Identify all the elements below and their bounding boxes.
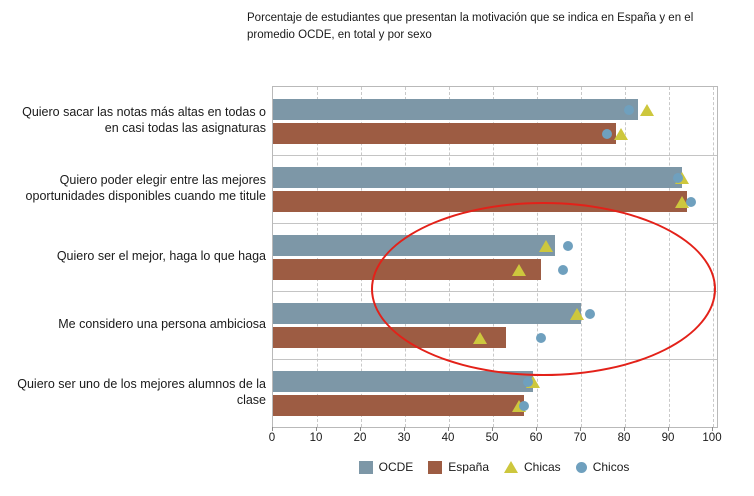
chicas-marker: [640, 103, 654, 116]
x-tick-label: 20: [353, 432, 367, 444]
chicos-marker: [558, 264, 569, 275]
x-tick-mark: [492, 427, 493, 431]
x-tick-mark: [668, 427, 669, 431]
chicos-marker: [562, 240, 573, 251]
chicas-marker: [569, 307, 584, 320]
x-tick-label: 40: [441, 432, 455, 444]
category-separator: [273, 155, 717, 156]
chicos-marker: [536, 332, 547, 343]
chicos-marker: [518, 400, 529, 411]
espana-swatch-icon: [428, 460, 443, 474]
chicos-marker: [602, 128, 613, 139]
chicas-marker: [613, 127, 628, 140]
bar-ocde: [273, 235, 555, 256]
legend-item-chicos: Chicos: [575, 460, 630, 474]
category-separator: [273, 291, 717, 292]
bar-espana: [273, 327, 507, 348]
gridline: [361, 87, 362, 427]
category-label: Me considero una persona ambiciosa: [58, 316, 266, 331]
bar-espana: [273, 123, 617, 144]
legend-label: España: [448, 460, 489, 474]
x-tick-label: 50: [485, 432, 499, 444]
gridline: [537, 87, 538, 427]
chicos-marker: [523, 376, 534, 387]
chicos-marker: [584, 308, 595, 319]
legend-item-espana: España: [428, 460, 489, 474]
chicos-marker: [624, 104, 635, 115]
gridline: [317, 87, 318, 427]
x-tick-mark: [272, 427, 273, 431]
gridline: [713, 87, 714, 427]
chicas-marker: [472, 331, 487, 344]
category-separator: [273, 359, 717, 360]
x-tick-mark: [316, 427, 317, 431]
legend-label: Chicas: [524, 460, 561, 474]
category-separator: [273, 223, 717, 224]
legend-item-chicas: Chicas: [504, 460, 561, 474]
legend: OCDE España Chicas Chicos: [272, 456, 716, 478]
chicas-marker: [675, 195, 690, 208]
x-tick-label: 10: [309, 432, 323, 444]
x-tick-label: 90: [661, 432, 675, 444]
category-label: Quiero poder elegir entre las mejores op…: [25, 172, 266, 203]
bar-espana: [273, 395, 524, 416]
gridline: [625, 87, 626, 427]
x-tick-mark: [360, 427, 361, 431]
chart-title: Porcentaje de estudiantes que presentan …: [247, 12, 694, 41]
gridline: [669, 87, 670, 427]
x-tick-label: 100: [702, 432, 722, 444]
bar-ocde: [273, 371, 533, 392]
x-tick-mark: [404, 427, 405, 431]
bar-ocde: [273, 167, 683, 188]
x-tick-label: 80: [617, 432, 631, 444]
x-tick-label: 30: [397, 432, 411, 444]
gridline: [449, 87, 450, 427]
category-label: Quiero ser el mejor, haga lo que haga: [56, 248, 266, 263]
x-tick-label: 70: [573, 432, 587, 444]
x-tick-mark: [448, 427, 449, 431]
x-tick-mark: [536, 427, 537, 431]
bar-espana: [273, 191, 687, 212]
category-label: Quiero sacar las notas más altas en toda…: [22, 104, 266, 135]
x-tick-label: 60: [529, 432, 543, 444]
legend-label: OCDE: [378, 460, 414, 474]
chicos-swatch-icon: [575, 461, 587, 473]
x-tick-mark: [580, 427, 581, 431]
x-tick-mark: [624, 427, 625, 431]
bar-ocde: [273, 99, 639, 120]
x-axis: 0 10 20 30 40 50 60 70 80 90 100: [268, 427, 722, 447]
chicos-marker: [686, 196, 696, 207]
bar-ocde: [273, 303, 581, 324]
x-tick-label: 0: [268, 432, 276, 444]
gridline: [493, 87, 494, 427]
gridline: [581, 87, 582, 427]
gridline: [405, 87, 406, 427]
chicas-swatch-icon: [504, 461, 518, 473]
plot-area: [272, 86, 718, 428]
x-tick-mark: [712, 427, 713, 431]
ocde-swatch-icon: [358, 460, 373, 474]
bar-espana: [273, 259, 542, 280]
legend-item-ocde: OCDE: [358, 460, 414, 474]
legend-label: Chicos: [592, 460, 630, 474]
chicas-marker: [538, 239, 553, 252]
category-labels: Quiero sacar las notas más altas en toda…: [10, 86, 266, 426]
chicos-marker: [672, 172, 683, 183]
category-label: Quiero ser uno de los mejores alumnos de…: [17, 376, 266, 407]
chicas-marker: [512, 263, 527, 276]
